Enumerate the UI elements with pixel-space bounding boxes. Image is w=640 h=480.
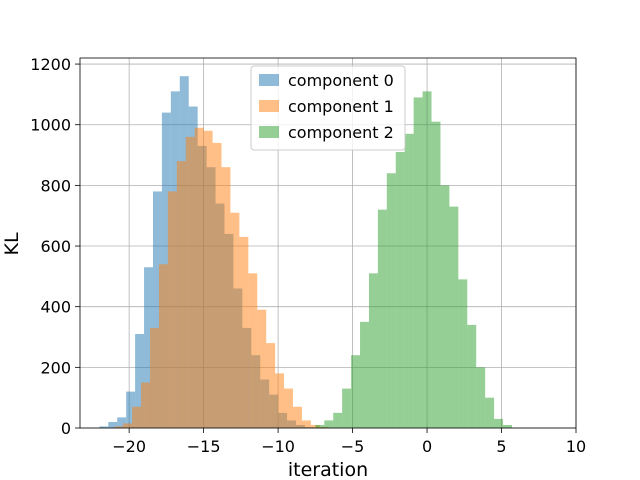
legend: component 0 component 1 component 2 (250, 65, 406, 151)
x-tick-label-2: −10 (261, 437, 295, 456)
series-2-bar-9 (395, 152, 405, 428)
legend-label-0: component 0 (288, 71, 394, 90)
series-2-bar-15 (449, 206, 459, 428)
series-2-bar-17 (467, 324, 477, 428)
series-1-bar-7 (176, 161, 186, 429)
series-2-bar-11 (413, 97, 423, 428)
y-axis-label: KL (1, 232, 23, 255)
series-0-bar-3 (126, 391, 136, 428)
series-1-bar-18 (275, 373, 285, 428)
x-tick-label-0: −20 (112, 437, 146, 456)
series-1-bar-21 (301, 420, 311, 428)
series-0-bar-1 (108, 421, 118, 428)
x-tick-label-6: 10 (566, 437, 586, 456)
series-2-bar-1 (324, 420, 334, 428)
series-1-bar-3 (141, 382, 151, 428)
series-2-bar-10 (404, 133, 414, 428)
x-tick-label-5: 5 (496, 437, 506, 456)
y-tick-label-5: 1000 (30, 116, 71, 135)
series-1-bar-13 (230, 212, 240, 428)
series-1-bar-11 (212, 142, 222, 428)
x-tick-label-1: −15 (187, 437, 221, 456)
series-2-bar-14 (440, 185, 450, 428)
series-2-bar-8 (386, 173, 396, 428)
series-2-bar-13 (431, 121, 441, 428)
series-1-bar-12 (221, 167, 231, 428)
y-tick-label-0: 0 (61, 419, 71, 438)
legend-box (250, 65, 406, 151)
legend-label-1: component 1 (288, 97, 394, 116)
series-1-bar-9 (194, 127, 204, 429)
series-1-bar-16 (257, 309, 267, 428)
series-2-bar-0 (315, 424, 325, 428)
series-1-bar-5 (158, 264, 168, 428)
series-1-bar-20 (292, 406, 302, 428)
series-0-bar-6 (152, 191, 162, 428)
y-tick-label-3: 600 (40, 237, 71, 256)
x-tick-label-3: −5 (341, 437, 365, 456)
series-2-bar-3 (342, 388, 352, 428)
series-1-bar-0 (114, 426, 124, 428)
series-2-bar-18 (476, 367, 486, 428)
y-tick-label-2: 400 (40, 298, 71, 317)
series-1-bar-10 (203, 130, 213, 429)
legend-label-2: component 2 (288, 123, 394, 142)
series-1-bar-8 (185, 136, 195, 428)
series-1-bar-15 (248, 273, 258, 428)
series-1-bar-14 (239, 236, 249, 428)
series-2-bar-21 (503, 424, 512, 428)
y-tick-label-6: 1200 (30, 55, 71, 74)
legend-swatch-1 (259, 100, 279, 112)
histogram-bars (99, 76, 512, 429)
series-1-bar-17 (266, 343, 276, 428)
axes-frame (79, 57, 577, 429)
series-2-bar-20 (494, 418, 504, 428)
series-2-bar-19 (485, 397, 495, 428)
y-tick-label-4: 800 (40, 176, 71, 195)
series-0-bar-5 (144, 267, 153, 428)
series-1-bars (114, 127, 329, 429)
series-2-bar-7 (377, 209, 387, 428)
legend-swatch-2 (259, 126, 279, 138)
y-tick-label-1: 200 (40, 358, 71, 377)
series-2-bar-4 (351, 355, 361, 428)
series-0-bar-4 (135, 333, 145, 428)
x-axis-label: iteration (288, 459, 368, 480)
series-2-bar-16 (458, 279, 468, 428)
series-1-bar-6 (167, 191, 177, 428)
series-2-bar-2 (333, 412, 343, 428)
series-1-bar-4 (150, 327, 159, 428)
series-2-bars (315, 91, 512, 428)
series-0-bar-2 (117, 417, 127, 428)
axes: −20 −15 −10 −5 0 5 10 0 200 400 600 800 1000 1200 (30, 55, 586, 456)
legend-swatch-0 (259, 74, 279, 86)
x-tick-label-4: 0 (422, 437, 432, 456)
series-1-bar-19 (284, 388, 293, 428)
series-2-bar-12 (422, 91, 432, 428)
series-1-bar-2 (132, 406, 142, 428)
series-2-bar-5 (360, 321, 369, 428)
series-2-bar-6 (368, 273, 378, 428)
series-1-bar-1 (123, 423, 133, 428)
series-0-bar-0 (99, 426, 109, 428)
